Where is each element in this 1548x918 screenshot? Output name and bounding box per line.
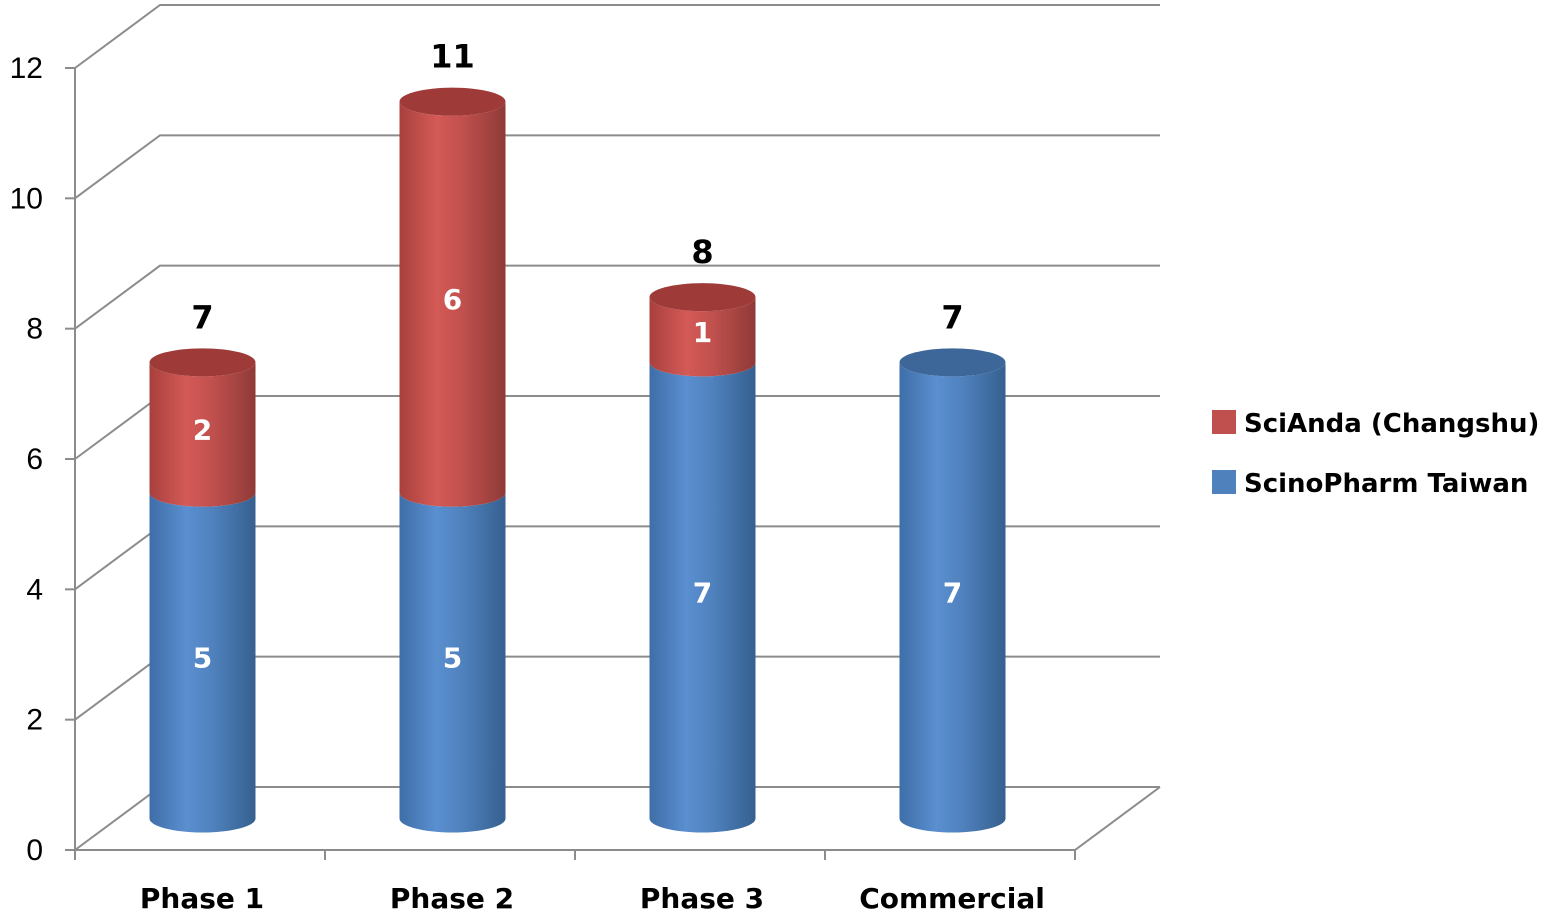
data-label-commercial-series-0: 7 <box>943 576 962 609</box>
data-label-phase-3-series-0: 7 <box>693 576 712 609</box>
gridline-8 <box>75 266 1160 329</box>
x-tick-label-phase-2: Phase 2 <box>390 882 514 915</box>
data-label-phase-1-series-0: 5 <box>193 642 212 675</box>
bars <box>150 88 1006 833</box>
labels: 5 2 7 5 6 11 7 1 8 7 7 <box>191 38 963 675</box>
total-label-phase-1: 7 <box>191 298 213 336</box>
bar-top-phase-3 <box>650 283 756 311</box>
total-label-phase-3: 8 <box>691 233 713 271</box>
gridline-10 <box>75 135 1160 198</box>
data-label-phase-2-series-0: 5 <box>443 642 462 675</box>
legend: SciAnda (Changshu) ScinoPharm Taiwan <box>1212 409 1539 499</box>
y-tick-label-6: 6 <box>26 443 43 476</box>
y-tick-label-8: 8 <box>26 313 43 346</box>
x-tick-label-commercial: Commercial <box>859 882 1045 915</box>
legend-label-0: SciAnda (Changshu) <box>1244 409 1539 439</box>
gridline-12 <box>75 5 1160 68</box>
total-label-commercial: 7 <box>941 298 963 336</box>
y-tick-label-2: 2 <box>26 704 43 737</box>
data-label-phase-2-series-1: 6 <box>443 283 462 316</box>
data-label-phase-3-series-1: 1 <box>693 316 712 349</box>
legend-swatch-0 <box>1212 410 1236 434</box>
total-label-phase-2: 11 <box>430 38 475 76</box>
bar-top-phase-2 <box>400 88 506 116</box>
bar-top-commercial <box>900 348 1006 376</box>
x-tick-label-phase-3: Phase 3 <box>640 882 764 915</box>
y-tick-label-10: 10 <box>10 182 43 215</box>
data-label-phase-1-series-1: 2 <box>193 414 212 447</box>
x-tick-label-phase-1: Phase 1 <box>140 882 264 915</box>
legend-swatch-1 <box>1212 470 1236 494</box>
y-tick-label-0: 0 <box>26 834 43 867</box>
y-tick-label-12: 12 <box>10 52 43 85</box>
bar-top-phase-1 <box>150 348 256 376</box>
legend-label-1: ScinoPharm Taiwan <box>1244 469 1528 499</box>
y-tick-label-4: 4 <box>26 573 43 606</box>
